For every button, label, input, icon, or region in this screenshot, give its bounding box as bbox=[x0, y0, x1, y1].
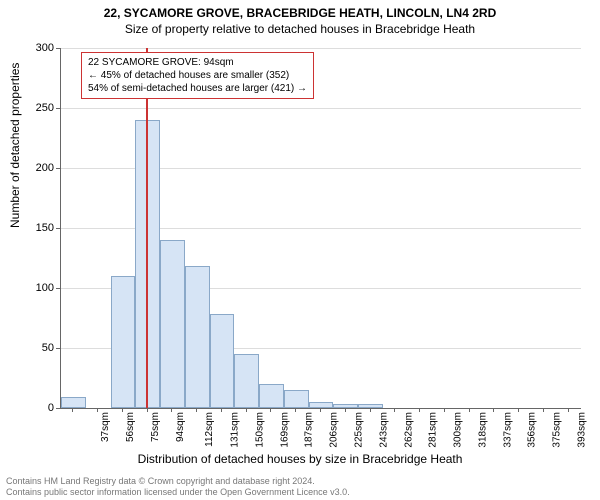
histogram-bar bbox=[160, 240, 185, 408]
ytick-label: 300 bbox=[36, 42, 54, 54]
histogram-bar bbox=[333, 404, 358, 408]
xtick-label: 169sqm bbox=[279, 412, 290, 448]
xtick-label: 281sqm bbox=[428, 412, 439, 448]
xtick-label: 112sqm bbox=[204, 412, 215, 447]
ytick-label: 200 bbox=[36, 162, 54, 174]
gridline bbox=[61, 108, 581, 109]
ytick-mark bbox=[56, 348, 60, 349]
ytick-label: 100 bbox=[36, 282, 54, 294]
xtick-label: 225sqm bbox=[354, 412, 365, 448]
chart-subtitle: Size of property relative to detached ho… bbox=[0, 20, 600, 36]
chart-container: 22, SYCAMORE GROVE, BRACEBRIDGE HEATH, L… bbox=[0, 0, 600, 500]
gridline bbox=[61, 48, 581, 49]
annotation-line3: 54% of semi-detached houses are larger (… bbox=[88, 82, 307, 95]
ytick-label: 0 bbox=[48, 402, 54, 414]
chart-area: 22 SYCAMORE GROVE: 94sqm ← 45% of detach… bbox=[60, 48, 580, 408]
xtick-label: 131sqm bbox=[230, 412, 241, 448]
xtick-mark bbox=[370, 408, 371, 412]
footer-line1: Contains HM Land Registry data © Crown c… bbox=[6, 476, 350, 487]
xtick-mark bbox=[97, 408, 98, 412]
xtick-mark bbox=[171, 408, 172, 412]
xtick-label: 94sqm bbox=[175, 412, 186, 442]
ytick-mark bbox=[56, 48, 60, 49]
xtick-mark bbox=[246, 408, 247, 412]
footer: Contains HM Land Registry data © Crown c… bbox=[6, 476, 350, 498]
xtick-label: 56sqm bbox=[125, 412, 136, 442]
xtick-label: 300sqm bbox=[453, 412, 464, 448]
xtick-label: 393sqm bbox=[576, 412, 587, 448]
xtick-label: 375sqm bbox=[552, 412, 563, 448]
xtick-mark bbox=[320, 408, 321, 412]
xtick-mark bbox=[147, 408, 148, 412]
xtick-label: 150sqm bbox=[255, 412, 266, 448]
chart-title: 22, SYCAMORE GROVE, BRACEBRIDGE HEATH, L… bbox=[0, 0, 600, 20]
ytick-label: 50 bbox=[42, 342, 54, 354]
xtick-mark bbox=[72, 408, 73, 412]
xtick-mark bbox=[493, 408, 494, 412]
xtick-label: 187sqm bbox=[304, 412, 315, 448]
xtick-mark bbox=[568, 408, 569, 412]
xtick-label: 37sqm bbox=[100, 412, 111, 442]
histogram-bar bbox=[259, 384, 284, 408]
ytick-mark bbox=[56, 228, 60, 229]
xtick-mark bbox=[122, 408, 123, 412]
histogram-bar bbox=[210, 314, 235, 408]
histogram-bar bbox=[61, 397, 86, 408]
xtick-label: 243sqm bbox=[378, 412, 389, 448]
xtick-mark bbox=[394, 408, 395, 412]
ytick-mark bbox=[56, 288, 60, 289]
xtick-mark bbox=[196, 408, 197, 412]
annotation-box: 22 SYCAMORE GROVE: 94sqm ← 45% of detach… bbox=[81, 52, 314, 99]
histogram-bar bbox=[284, 390, 309, 408]
xtick-mark bbox=[270, 408, 271, 412]
xtick-label: 356sqm bbox=[527, 412, 538, 448]
xtick-mark bbox=[221, 408, 222, 412]
histogram-bar bbox=[234, 354, 259, 408]
histogram-bar bbox=[185, 266, 210, 408]
xtick-label: 318sqm bbox=[477, 412, 488, 448]
xtick-label: 75sqm bbox=[150, 412, 161, 442]
annotation-line1: 22 SYCAMORE GROVE: 94sqm bbox=[88, 56, 307, 69]
xtick-mark bbox=[419, 408, 420, 412]
xtick-mark bbox=[345, 408, 346, 412]
xtick-mark bbox=[444, 408, 445, 412]
histogram-bar bbox=[111, 276, 136, 408]
xtick-mark bbox=[518, 408, 519, 412]
y-axis-label: Number of detached properties bbox=[8, 63, 22, 228]
plot-region: 22 SYCAMORE GROVE: 94sqm ← 45% of detach… bbox=[60, 48, 581, 409]
ytick-label: 150 bbox=[36, 222, 54, 234]
ytick-mark bbox=[56, 108, 60, 109]
ytick-mark bbox=[56, 168, 60, 169]
xtick-label: 262sqm bbox=[403, 412, 414, 448]
footer-line2: Contains public sector information licen… bbox=[6, 487, 350, 498]
xtick-mark bbox=[295, 408, 296, 412]
histogram-bar bbox=[358, 404, 383, 408]
annotation-line2: ← 45% of detached houses are smaller (35… bbox=[88, 69, 307, 82]
x-axis-label: Distribution of detached houses by size … bbox=[0, 452, 600, 466]
property-marker-line bbox=[146, 48, 148, 408]
xtick-mark bbox=[543, 408, 544, 412]
ytick-mark bbox=[56, 408, 60, 409]
ytick-label: 250 bbox=[36, 102, 54, 114]
xtick-label: 337sqm bbox=[502, 412, 513, 448]
xtick-label: 206sqm bbox=[329, 412, 340, 448]
xtick-mark bbox=[469, 408, 470, 412]
